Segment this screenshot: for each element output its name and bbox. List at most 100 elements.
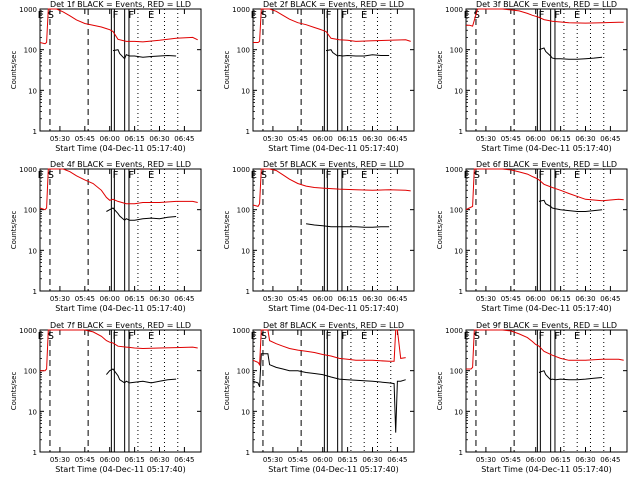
marker-label: E: [38, 170, 44, 181]
x-tick-label: 05:30: [476, 135, 496, 143]
x-tick-label: 06:30: [149, 135, 169, 143]
marker-label: F: [326, 10, 332, 21]
marker-label: E: [574, 170, 580, 181]
y-tick-label: 1000: [445, 6, 463, 14]
marker-label: E: [38, 331, 44, 342]
x-tick-label: 06:15: [125, 456, 145, 464]
y-tick-label: 1: [459, 288, 463, 296]
x-tick-label: 06:30: [575, 456, 595, 464]
y-tick-label: 100: [450, 207, 463, 215]
panel-title: Det 9f BLACK = Events, RED = LLD: [476, 321, 617, 330]
y-axis-title: Counts/sec: [223, 372, 231, 411]
marker-label: E: [574, 331, 580, 342]
marker-label: F: [341, 170, 347, 181]
x-tick-label: 06:30: [575, 135, 595, 143]
y-tick-label: 100: [237, 368, 250, 376]
x-tick-label: 06:45: [174, 295, 194, 303]
y-tick-label: 1000: [19, 166, 37, 174]
x-axis-title: Start Time (04-Dec-11 05:17:40): [55, 304, 186, 313]
y-tick-label: 1: [246, 449, 250, 457]
series-line: [112, 49, 177, 60]
x-tick-label: 05:30: [50, 295, 70, 303]
x-tick-label: 06:00: [313, 295, 333, 303]
series-line: [306, 223, 390, 228]
marker-label: E: [464, 331, 470, 342]
y-tick-label: 1000: [19, 6, 37, 14]
x-tick-label: 06:30: [362, 295, 382, 303]
x-tick-label: 05:45: [501, 135, 521, 143]
y-tick-label: 1000: [445, 166, 463, 174]
series-line: [325, 49, 390, 57]
x-tick-label: 06:00: [526, 456, 546, 464]
plot-frame: [39, 8, 202, 132]
x-tick-label: 06:00: [313, 135, 333, 143]
x-tick-label: 06:30: [362, 456, 382, 464]
x-tick-label: 06:30: [362, 135, 382, 143]
detector-panel: Det 3f BLACK = Events, RED = LLD 1 10 100 10…: [436, 0, 628, 153]
x-tick-label: 05:30: [476, 295, 496, 303]
y-tick-label: 10: [454, 247, 463, 255]
plot-frame: [252, 8, 415, 132]
x-tick-label: 06:45: [600, 135, 620, 143]
y-tick-label: 100: [450, 368, 463, 376]
marker-label: F: [341, 10, 347, 21]
marker-label: F: [554, 10, 560, 21]
x-tick-label: 05:45: [288, 295, 308, 303]
x-tick-label: 05:30: [476, 456, 496, 464]
series-line: [39, 8, 198, 45]
y-tick-label: 1000: [19, 327, 37, 335]
marker-label: F: [539, 10, 545, 21]
series-line: [466, 329, 624, 370]
y-tick-label: 10: [454, 87, 463, 95]
x-tick-label: 06:00: [100, 135, 120, 143]
x-axis-title: Start Time (04-Dec-11 05:17:40): [55, 144, 186, 153]
marker-label: E: [574, 10, 580, 21]
marker-label: E: [148, 170, 154, 181]
y-axis-title: Counts/sec: [223, 211, 231, 250]
y-tick-label: 100: [237, 47, 250, 55]
x-tick-label: 06:30: [149, 456, 169, 464]
y-tick-label: 1: [459, 449, 463, 457]
y-axis-title: Counts/sec: [436, 211, 444, 250]
series-line: [252, 329, 406, 367]
y-tick-label: 10: [28, 87, 37, 95]
series-line: [538, 370, 603, 381]
x-axis-title: Start Time (04-Dec-11 05:17:40): [268, 465, 399, 474]
marker-label: S: [261, 170, 267, 181]
x-axis-title: Start Time (04-Dec-11 05:17:40): [55, 465, 186, 474]
y-tick-label: 1000: [232, 166, 250, 174]
marker-label: E: [361, 331, 367, 342]
y-tick-label: 1: [33, 128, 37, 136]
marker-label: F: [128, 331, 134, 342]
series-line: [538, 47, 603, 60]
x-tick-label: 05:45: [75, 295, 95, 303]
panel-title: Det 8f BLACK = Events, RED = LLD: [263, 321, 404, 330]
x-tick-label: 06:30: [575, 295, 595, 303]
detector-panel: Det 4f BLACK = Events, RED = LLD 1 10 100 10…: [10, 160, 202, 313]
x-tick-label: 06:15: [338, 295, 358, 303]
detector-panel: Det 1f BLACK = Events, RED = LLD 1 10 100 10…: [10, 0, 202, 153]
marker-label: F: [326, 170, 332, 181]
x-tick-label: 06:45: [387, 295, 407, 303]
x-tick-label: 05:45: [288, 135, 308, 143]
x-tick-label: 05:45: [501, 295, 521, 303]
series-line: [253, 8, 411, 43]
y-tick-label: 1: [33, 449, 37, 457]
plot-frame: [252, 329, 415, 453]
x-tick-label: 06:45: [600, 456, 620, 464]
marker-label: E: [361, 170, 367, 181]
plot-frame: [465, 168, 628, 292]
y-tick-label: 10: [241, 247, 250, 255]
marker-label: F: [113, 170, 119, 181]
marker-label: S: [261, 10, 267, 21]
series-line: [538, 199, 603, 212]
x-tick-label: 05:45: [501, 456, 521, 464]
plot-frame: [252, 168, 415, 292]
x-tick-label: 06:30: [149, 295, 169, 303]
marker-label: S: [48, 10, 54, 21]
x-tick-label: 06:15: [551, 456, 571, 464]
series-line: [40, 329, 198, 372]
panel-title: Det 4f BLACK = Events, RED = LLD: [50, 160, 191, 169]
x-tick-label: 06:45: [387, 456, 407, 464]
x-tick-label: 05:30: [263, 295, 283, 303]
